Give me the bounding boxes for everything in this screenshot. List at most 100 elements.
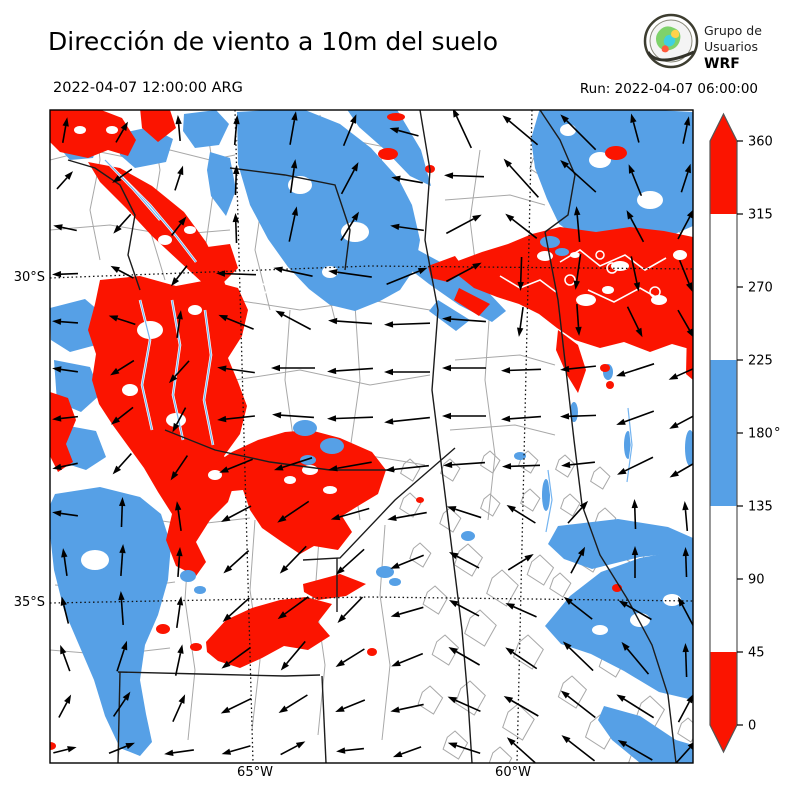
wind-arrow bbox=[328, 317, 373, 325]
lat-label-30s: 30°S bbox=[13, 270, 45, 285]
wind-arrow bbox=[52, 318, 79, 325]
wind-arrow bbox=[170, 216, 187, 236]
province-boundary bbox=[117, 671, 321, 677]
colorbar-tick-label: 90 bbox=[748, 573, 765, 588]
department-cell bbox=[480, 450, 501, 474]
lake-spot bbox=[320, 438, 344, 454]
province-boundary bbox=[67, 159, 141, 291]
wind-arrow bbox=[222, 597, 250, 623]
wind-arrow bbox=[391, 175, 423, 184]
wind-arrow bbox=[175, 115, 182, 142]
colorbar-segment bbox=[710, 141, 737, 214]
wind-arrow bbox=[112, 691, 131, 717]
wind-arrow bbox=[340, 162, 359, 195]
wind-arrow bbox=[617, 740, 653, 761]
department-cell bbox=[520, 488, 541, 512]
wind-arrow bbox=[616, 410, 655, 425]
wind-arrow bbox=[56, 171, 74, 190]
lake-spot bbox=[540, 236, 560, 248]
wind-arrow bbox=[384, 368, 430, 376]
red-spot bbox=[606, 381, 614, 389]
department-cell bbox=[454, 680, 486, 716]
run-time-label: Run: 2022-04-07 06:00:00 bbox=[579, 81, 758, 97]
northerly-wind-region bbox=[50, 110, 136, 158]
colorbar-segment bbox=[710, 214, 737, 360]
wind-arrow bbox=[618, 600, 652, 621]
wind-arrow bbox=[573, 254, 582, 290]
wind-arrow bbox=[52, 415, 79, 422]
province-boundary bbox=[321, 675, 327, 763]
wind-arrow bbox=[631, 499, 638, 530]
region-hole bbox=[106, 126, 118, 134]
wind-arrow bbox=[391, 652, 424, 667]
province-boundary bbox=[544, 231, 677, 763]
wind-arrow bbox=[233, 165, 240, 196]
wind-arrow bbox=[223, 550, 250, 574]
red-spot bbox=[605, 146, 627, 160]
wind-arrow bbox=[505, 647, 538, 670]
wind-arrow bbox=[52, 462, 78, 470]
colorbar-tick-label: 0 bbox=[748, 719, 756, 734]
region-hole bbox=[630, 613, 650, 627]
wind-arrow bbox=[442, 412, 486, 420]
department-cell bbox=[560, 493, 581, 517]
southerly-wind-region bbox=[347, 110, 431, 186]
wind-arrow bbox=[52, 270, 79, 278]
colorbar-tick-label: 360 bbox=[748, 135, 773, 150]
wind-arrow bbox=[631, 546, 639, 578]
logo-text-2: Usuarios bbox=[704, 39, 758, 54]
wind-arrow bbox=[387, 511, 427, 522]
wind-arrow bbox=[220, 505, 252, 522]
wind-arrow bbox=[164, 749, 194, 757]
wind-arrow bbox=[668, 368, 693, 380]
region-hole bbox=[208, 470, 222, 480]
lat-label-35s: 35°S bbox=[13, 595, 45, 610]
wind-arrow bbox=[288, 206, 299, 242]
colorbar-tick-label: 270 bbox=[748, 281, 773, 296]
southerly-wind-region bbox=[50, 487, 171, 756]
region-hole bbox=[570, 252, 580, 258]
wind-arrow bbox=[452, 110, 473, 149]
river-line bbox=[171, 299, 184, 441]
white-ring bbox=[595, 250, 605, 260]
wind-arrow bbox=[501, 367, 542, 374]
map-frame bbox=[49, 109, 694, 764]
region-hole bbox=[576, 294, 596, 306]
department-cell bbox=[555, 454, 576, 478]
wind-arrow bbox=[61, 117, 69, 143]
wind-arrow bbox=[280, 640, 306, 671]
wind-arrow bbox=[384, 321, 431, 328]
northerly-wind-region bbox=[50, 392, 76, 472]
red-spot bbox=[378, 148, 398, 160]
department-boundary bbox=[50, 224, 231, 236]
wind-arrow bbox=[560, 413, 597, 420]
wind-arrow bbox=[112, 453, 132, 475]
lon-label-65w: 65°W bbox=[237, 765, 273, 780]
red-spot bbox=[416, 497, 424, 503]
province-boundary bbox=[419, 110, 473, 763]
wind-arrow bbox=[110, 359, 135, 376]
wind-arrow bbox=[445, 214, 482, 235]
red-spot bbox=[156, 624, 170, 634]
wind-arrow bbox=[108, 742, 135, 754]
department-cell bbox=[464, 609, 497, 647]
graticule-line bbox=[234, 110, 254, 763]
wind-arrow bbox=[630, 113, 640, 143]
wind-arrow bbox=[680, 163, 691, 193]
colorbar-bottom-arrow bbox=[710, 725, 737, 752]
river-line bbox=[545, 469, 553, 533]
southerly-wind-region bbox=[237, 110, 420, 311]
wind-arrow bbox=[567, 500, 589, 524]
red-spot bbox=[190, 643, 202, 651]
region-hole bbox=[288, 176, 312, 194]
wind-arrow bbox=[442, 364, 486, 372]
wind-arrow bbox=[621, 641, 650, 675]
wind-arrow bbox=[170, 455, 189, 481]
wind-arrow bbox=[574, 206, 581, 243]
wind-arrow bbox=[277, 500, 310, 523]
wind-arrow bbox=[505, 603, 537, 618]
wind-arrow bbox=[570, 546, 586, 574]
department-cell bbox=[486, 569, 519, 607]
wind-arrow bbox=[110, 406, 134, 425]
